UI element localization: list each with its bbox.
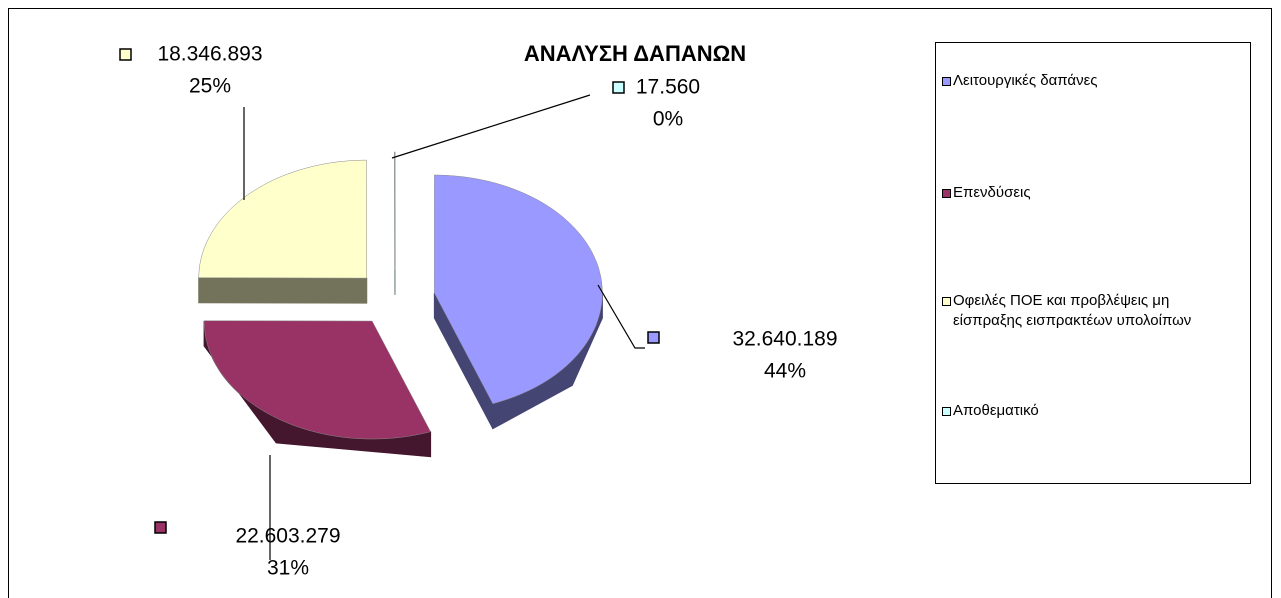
legend-swatch bbox=[942, 77, 951, 86]
legend-swatch bbox=[942, 407, 951, 416]
data-label: 18.346.893 bbox=[157, 43, 262, 66]
legend-swatch bbox=[942, 189, 951, 198]
chart-frame bbox=[8, 8, 1272, 598]
slice bbox=[434, 174, 603, 404]
chart-title: ΑΝΑΛΥΣΗ ΔΑΠΑΝΩΝ bbox=[524, 41, 746, 66]
slice-side bbox=[198, 277, 368, 304]
label-swatch bbox=[119, 48, 132, 61]
data-label: 32.640.189 bbox=[732, 328, 837, 351]
slice bbox=[203, 320, 431, 440]
legend-item: Λειτουργικές δαπάνες bbox=[942, 71, 1232, 91]
percent-label: 44% bbox=[764, 360, 806, 383]
data-label: 17.560 bbox=[636, 76, 700, 99]
percent-label: 25% bbox=[189, 75, 231, 98]
legend-item: Αποθεματικό bbox=[942, 401, 1232, 421]
leader-line bbox=[597, 284, 645, 349]
legend-swatch bbox=[942, 297, 951, 306]
percent-label: 0% bbox=[653, 108, 683, 131]
label-swatch bbox=[154, 521, 167, 534]
legend: Λειτουργικές δαπάνες Επενδύσεις Οφειλές ΠΟ… bbox=[935, 42, 1251, 484]
leader-line bbox=[391, 94, 591, 159]
percent-label: 31% bbox=[267, 557, 309, 580]
data-label: 22.603.279 bbox=[235, 525, 340, 548]
legend-item: Οφειλές ΠΟΕ και προβλέψεις μη είσπραξης … bbox=[942, 291, 1232, 331]
label-swatch bbox=[612, 81, 625, 94]
label-swatch bbox=[647, 331, 660, 344]
legend-label: Επενδύσεις bbox=[953, 184, 1031, 201]
legend-label: Λειτουργικές δαπάνες bbox=[953, 72, 1098, 89]
legend-item: Επενδύσεις bbox=[942, 183, 1232, 203]
legend-label: Αποθεματικό bbox=[953, 402, 1039, 419]
slice bbox=[198, 159, 367, 279]
legend-label: Οφειλές ΠΟΕ και προβλέψεις μη είσπραξης … bbox=[953, 292, 1192, 329]
